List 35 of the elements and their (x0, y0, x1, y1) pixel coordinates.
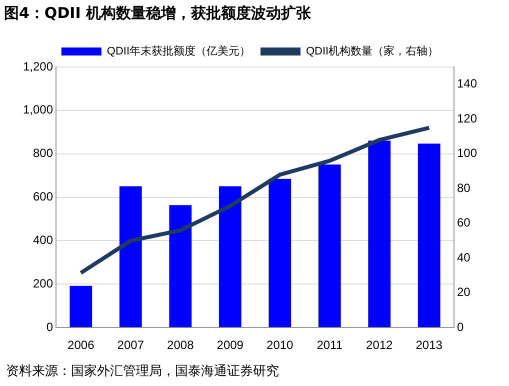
y2-tick-label: 0 (456, 320, 464, 334)
x-tick-label: 2012 (366, 338, 394, 352)
y-tick-label: 1,000 (23, 102, 54, 117)
bar (218, 186, 242, 328)
y2-tick-label: 20 (456, 285, 471, 300)
bar (268, 178, 292, 328)
x-tick-label: 2007 (117, 338, 144, 352)
bar (169, 205, 192, 328)
y2-tick-label: 60 (456, 216, 471, 230)
x-tick-label: 2009 (216, 338, 244, 352)
x-tick-label: 2013 (416, 338, 443, 352)
x-tick-label: 2006 (68, 338, 95, 352)
y2-tick-label: 120 (456, 111, 478, 126)
bar (418, 144, 440, 328)
bar (119, 186, 142, 328)
y2-tick-label: 40 (456, 250, 471, 264)
bar (70, 286, 92, 328)
y2-tick-label: 80 (456, 180, 471, 195)
legend-label: QDII年末获批额度（亿美元） (106, 44, 251, 58)
x-tick-label: 2008 (167, 338, 194, 352)
text: 资料来源：国家外汇管理局，国泰海通证券研究 (6, 363, 279, 380)
y-tick-label: 600 (33, 190, 54, 204)
y-tick-label: 400 (33, 233, 54, 248)
y-tick-label: 800 (33, 146, 54, 160)
bar (368, 140, 391, 328)
chart-title: 图4：QDII 机构数量稳增，获批额度波动扩张 (4, 4, 312, 23)
bar (318, 164, 341, 328)
y-tick-label: 200 (33, 276, 54, 290)
y2-tick-label: 100 (456, 146, 478, 160)
x-tick-label: 2010 (266, 338, 294, 352)
legend-label: QDII机构数量（家，右轴） (306, 44, 439, 58)
y2-tick-label: 140 (456, 76, 478, 91)
x-tick-label: 2011 (316, 338, 343, 352)
y-tick-label: 0 (46, 320, 54, 334)
y-tick-label: 1,200 (23, 59, 54, 74)
